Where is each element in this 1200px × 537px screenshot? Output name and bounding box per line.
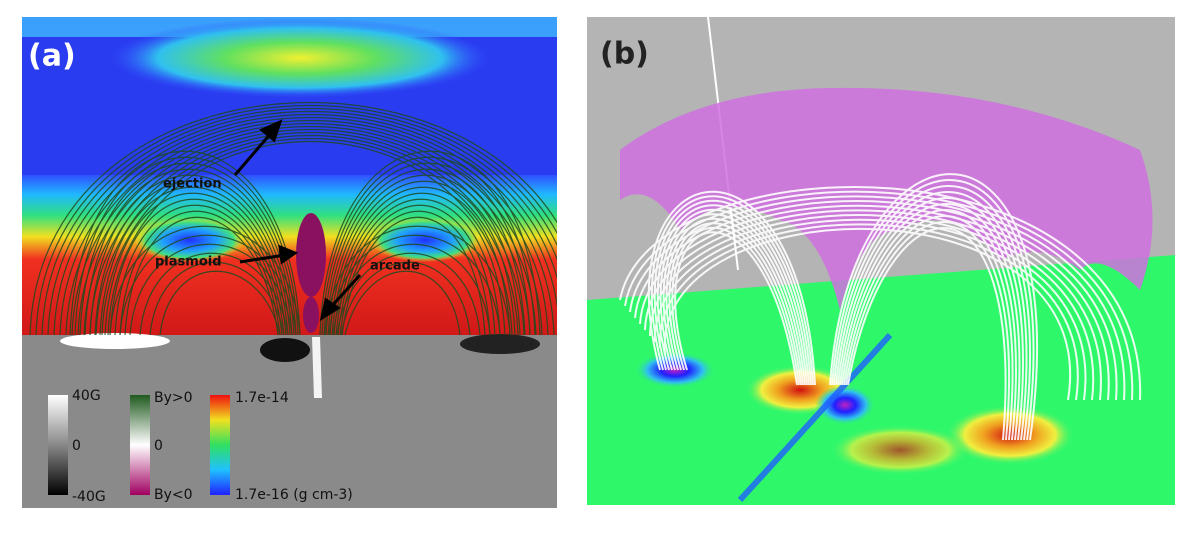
field-line (340, 261, 471, 336)
panel-label: (a) (28, 39, 76, 74)
field-line (344, 270, 461, 336)
field-line (831, 179, 1035, 441)
annotation: ejection (163, 177, 222, 192)
field-line (129, 243, 293, 336)
field-line (674, 231, 798, 386)
field-line (841, 209, 1017, 441)
field-line (833, 185, 1031, 441)
field-line (656, 204, 810, 386)
field-line (629, 195, 1126, 401)
field-line (662, 213, 806, 386)
field-line (53, 114, 557, 336)
field-line (644, 209, 1102, 401)
field-line (336, 252, 481, 336)
field-line (319, 150, 541, 336)
field-line (333, 192, 506, 336)
field-line (159, 270, 281, 336)
panel-label: (b) (600, 37, 649, 72)
field-line (324, 225, 511, 336)
field-line (139, 252, 289, 336)
colorbar-label: By>0 (154, 390, 193, 406)
field-line (650, 195, 814, 386)
field-line (835, 191, 1028, 441)
annotation: plasmoid (155, 255, 222, 270)
field-line (839, 203, 1021, 441)
field-line (107, 141, 513, 336)
field-line (41, 107, 557, 336)
field-line (325, 168, 526, 336)
field-line (845, 221, 1011, 441)
field-line (337, 204, 496, 336)
field-line (335, 198, 501, 336)
field-line (101, 138, 519, 336)
field-line (648, 190, 816, 386)
field-line (109, 198, 285, 336)
field-line (843, 215, 1014, 441)
field-line (109, 225, 301, 336)
field-line (653, 218, 1087, 401)
colorbar-label: 1.7e-16 (g cm-3) (235, 487, 353, 503)
field-line (658, 223, 1079, 401)
field-line (89, 174, 293, 336)
colorbar-label: 40G (72, 388, 101, 404)
field-line (321, 156, 536, 336)
field-line (837, 197, 1024, 441)
annotation: arcade (370, 259, 420, 274)
field-line (35, 104, 557, 336)
field-line (99, 186, 289, 336)
colorbar-label: 0 (154, 438, 163, 454)
panel-a (22, 17, 557, 508)
field-line (671, 226, 800, 386)
field-line (29, 102, 557, 336)
field-line (94, 180, 291, 336)
field-line (323, 162, 531, 336)
field-line (119, 234, 297, 336)
panel-b (587, 17, 1175, 505)
field-line (659, 208, 808, 386)
colorbar-label: 0 (72, 438, 81, 454)
field-line (331, 186, 511, 336)
field-line (149, 261, 285, 336)
field-line (328, 234, 501, 336)
field-line (829, 173, 1039, 441)
field-line (663, 228, 1072, 401)
field-line (69, 150, 301, 336)
colorbar-label: -40G (72, 489, 106, 505)
field-line (119, 210, 281, 336)
colorbar-label: By<0 (154, 487, 193, 503)
colorbar-label: 1.7e-14 (235, 390, 289, 406)
field-line (329, 180, 516, 336)
field-line (665, 217, 804, 386)
field-line (847, 227, 1007, 441)
field-line (95, 135, 525, 336)
field-line (327, 174, 521, 336)
field-line (47, 110, 557, 336)
